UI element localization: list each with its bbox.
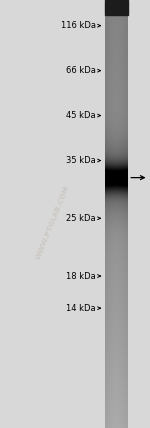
Text: 116 kDa: 116 kDa [61, 21, 96, 30]
Bar [105, 0, 128, 15]
Text: 35 kDa: 35 kDa [66, 156, 96, 165]
Text: 25 kDa: 25 kDa [66, 214, 96, 223]
Text: WWW.PTGLAB.COM: WWW.PTGLAB.COM [35, 184, 70, 261]
Text: 14 kDa: 14 kDa [66, 303, 96, 313]
Text: 18 kDa: 18 kDa [66, 271, 96, 281]
Text: 66 kDa: 66 kDa [66, 66, 96, 75]
Text: 45 kDa: 45 kDa [66, 111, 96, 120]
